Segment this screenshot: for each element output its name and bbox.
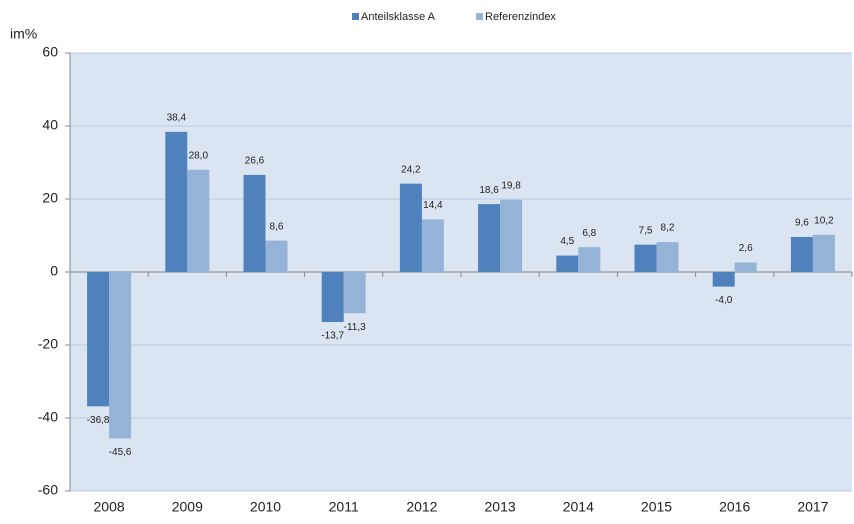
x-tick-label: 2010	[250, 499, 281, 515]
value-label: -4,0	[715, 295, 733, 306]
bar	[109, 272, 132, 439]
bar	[634, 244, 657, 272]
bar	[243, 174, 266, 272]
y-tick-label: 0	[50, 263, 58, 279]
x-tick-label: 2015	[641, 499, 672, 515]
y-tick-label: 60	[42, 44, 58, 60]
legend-swatch	[352, 13, 359, 20]
value-label: -13,7	[321, 331, 344, 342]
bar	[578, 247, 601, 272]
value-label: 7,5	[639, 225, 653, 236]
y-tick-label: -20	[38, 336, 58, 352]
bar	[321, 272, 344, 323]
value-label: 6,8	[582, 228, 596, 239]
legend-swatch	[476, 13, 483, 20]
value-label: 28,0	[189, 150, 209, 161]
bar	[556, 255, 579, 272]
value-label: 8,6	[270, 221, 284, 232]
value-label: 18,6	[479, 185, 499, 196]
bar	[812, 234, 835, 272]
legend-label: Referenzindex	[485, 11, 556, 23]
value-label: 4,5	[560, 236, 574, 247]
bar	[478, 204, 501, 272]
bar	[165, 131, 188, 272]
y-tick-label: -60	[38, 482, 58, 498]
y-axis-label: im%	[10, 26, 37, 42]
legend-label: Anteilsklasse A	[361, 11, 436, 23]
value-label: -36,8	[87, 415, 110, 426]
bar	[656, 242, 679, 272]
value-label: 24,2	[401, 164, 421, 175]
x-tick-label: 2013	[485, 499, 516, 515]
x-tick-label: 2014	[563, 499, 594, 515]
value-label: 8,2	[661, 223, 675, 234]
x-tick-label: 2008	[94, 499, 125, 515]
y-tick-label: -40	[38, 409, 58, 425]
bar	[421, 219, 444, 272]
bar	[712, 272, 735, 287]
value-label: 14,4	[423, 200, 443, 211]
value-label: 9,6	[795, 218, 809, 229]
bar	[790, 236, 813, 272]
value-label: -45,6	[109, 447, 132, 458]
bar	[399, 183, 422, 272]
x-tick-label: 2011	[329, 499, 359, 515]
value-label: 26,6	[245, 156, 265, 167]
bar	[265, 240, 288, 272]
x-tick-label: 2016	[719, 499, 750, 515]
y-tick-label: 40	[42, 117, 58, 133]
bar	[87, 272, 110, 407]
value-label: 38,4	[167, 112, 187, 123]
bar	[500, 199, 523, 272]
bar	[734, 262, 757, 272]
value-label: -11,3	[344, 322, 366, 333]
x-tick-label: 2009	[172, 499, 203, 515]
bar	[343, 272, 366, 314]
bar	[187, 169, 210, 272]
x-tick-label: 2017	[797, 499, 828, 515]
value-label: 2,6	[739, 243, 753, 254]
y-tick-label: 20	[42, 190, 58, 206]
value-label: 10,2	[814, 215, 834, 226]
x-tick-label: 2012	[406, 499, 437, 515]
value-label: 19,8	[501, 180, 521, 191]
